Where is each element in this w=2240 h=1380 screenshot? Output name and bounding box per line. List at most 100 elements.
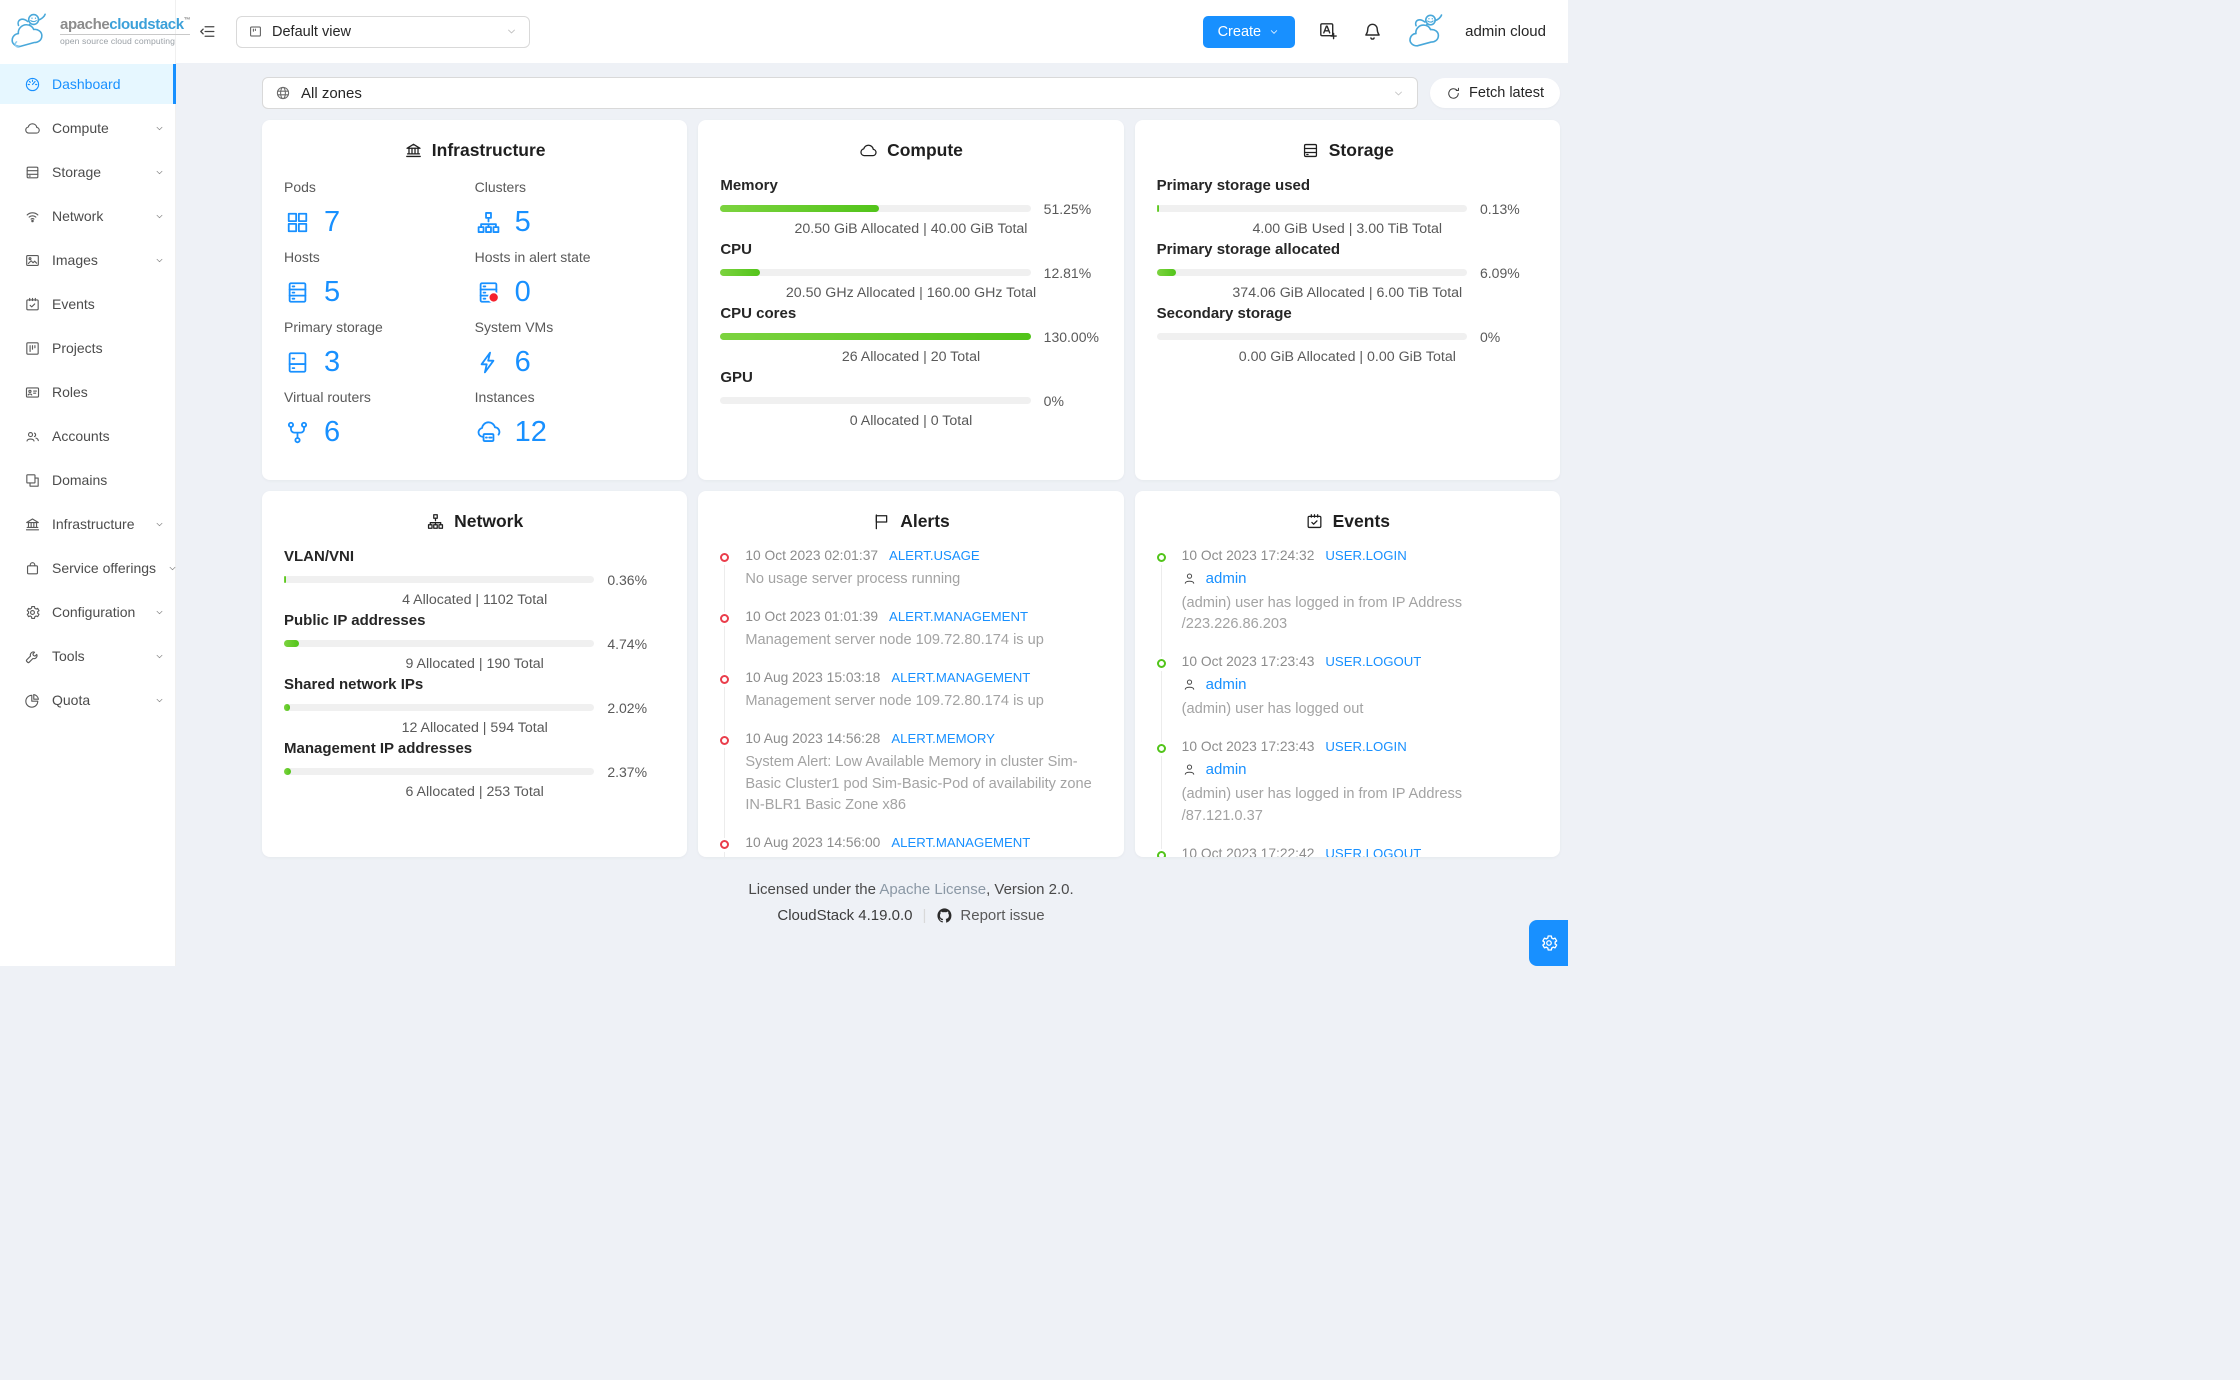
meter-detail: 20.50 GiB Allocated | 40.00 GiB Total (794, 221, 1028, 237)
alert-description: Management server node 109.72.80.174 is … (745, 693, 1044, 710)
network-card-title: Network (284, 501, 665, 544)
usage-meter: CPU cores 130.00% 26 Allocated | 20 Tota… (720, 305, 1101, 365)
alert-type-link[interactable]: ALERT.USAGE (889, 548, 980, 563)
progress-bar (1156, 269, 1467, 276)
sidebar-item[interactable]: Accounts (0, 416, 175, 456)
zone-filter-row: All zones Fetch latest (262, 77, 1560, 109)
sidebar-item-label: Accounts (52, 428, 110, 444)
event-type-link[interactable]: USER.LOGOUT (1325, 845, 1422, 857)
infra-stat[interactable]: Pods 7 (284, 179, 475, 239)
flag-icon (872, 512, 891, 531)
dashboard-grid: Infrastructure Pods 7 Clusters (262, 120, 1560, 857)
alerts-card-title: Alerts (720, 501, 1101, 544)
configuration-icon (24, 604, 41, 621)
event-type-link[interactable]: USER.LOGIN (1325, 739, 1407, 755)
github-icon (936, 907, 953, 924)
infra-stat[interactable]: Instances 12 (475, 389, 666, 449)
event-type-link[interactable]: USER.LOGOUT (1325, 654, 1422, 670)
apache-license-link[interactable]: Apache License (879, 881, 987, 898)
meter-detail: 20.50 GHz Allocated | 160.00 GHz Total (785, 285, 1037, 301)
infra-stat[interactable]: Primary storage 3 (284, 319, 475, 379)
notifications-bell-icon[interactable] (1362, 21, 1383, 42)
infra-stat[interactable]: Virtual routers 6 (284, 389, 475, 449)
progress-fill (284, 768, 292, 775)
sidebar-item-label: Quota (52, 692, 91, 708)
chevron-down-icon (154, 607, 165, 618)
event-description: (admin) user has logged out (1181, 701, 1364, 718)
brand-apache: apache (60, 16, 110, 34)
fetch-latest-label: Fetch latest (1469, 85, 1544, 101)
sidebar-item[interactable]: Quota (0, 680, 175, 720)
usage-meter: Memory 51.25% 20.50 GiB Allocated | 40.0… (720, 177, 1101, 237)
event-user-link[interactable]: admin (1205, 570, 1247, 587)
chevron-down-icon (154, 167, 165, 178)
zone-selector[interactable]: All zones (262, 77, 1419, 109)
view-selector[interactable]: Default view (236, 15, 530, 48)
alert-type-link[interactable]: ALERT.MANAGEMENT (889, 609, 1029, 625)
infra-stat[interactable]: System VMs 6 (475, 319, 666, 379)
timeline-dot (1156, 659, 1166, 669)
sidebar-item-label: Dashboard (52, 76, 121, 92)
network-icon (24, 208, 41, 225)
infra-stat[interactable]: Clusters 5 (475, 179, 666, 239)
sidebar-item[interactable]: Domains (0, 460, 175, 500)
alert-item: 10 Oct 2023 01:01:39 ALERT.MANAGEMENT Ma… (720, 609, 1101, 674)
event-description: (admin) user has logged in from IP Addre… (1181, 786, 1463, 824)
sidebar-item[interactable]: Projects (0, 328, 175, 368)
meter-percent: 51.25% (1043, 200, 1092, 217)
sidebar-item[interactable]: Images (0, 240, 175, 280)
sidebar-item[interactable]: Compute (0, 108, 175, 148)
cloud-icon (24, 120, 41, 137)
meter-label: Shared network IPs (284, 676, 424, 693)
event-user-link[interactable]: admin (1205, 761, 1247, 779)
alert-type-link[interactable]: ALERT.MEMORY (891, 731, 995, 747)
hosts-icon (284, 279, 311, 306)
sidebar-item[interactable]: Network (0, 196, 175, 236)
meter-detail: 12 Allocated | 594 Total (401, 720, 548, 736)
sidebar-item[interactable]: Events (0, 284, 175, 324)
settings-drawer-button[interactable] (1529, 920, 1568, 966)
sidebar-item-label: Infrastructure (52, 516, 135, 532)
sidebar-item[interactable]: Service offerings (0, 548, 176, 588)
event-time: 10 Oct 2023 17:24:32 (1181, 548, 1315, 563)
meter-label: CPU (720, 241, 752, 258)
sidebar-item[interactable]: Tools (0, 636, 175, 676)
bank-icon (404, 141, 423, 160)
alert-item: 10 Aug 2023 14:56:00 ALERT.MANAGEMENT (720, 835, 1101, 857)
alert-time: 10 Oct 2023 01:01:39 (745, 609, 879, 625)
user-icon (1182, 762, 1197, 777)
user-name[interactable]: admin cloud (1465, 23, 1546, 40)
cluster-icon (426, 512, 445, 531)
host-alert-icon (475, 279, 502, 306)
meter-percent: 0% (1480, 328, 1501, 345)
report-issue-link[interactable]: Report issue (936, 907, 1045, 924)
cloudstack-logo[interactable]: apachecloudstack™ open source cloud comp… (0, 0, 191, 63)
translate-icon[interactable] (1318, 21, 1339, 42)
sidebar-item-label: Compute (52, 120, 109, 136)
timeline-dot (1156, 850, 1166, 857)
sidebar-item[interactable]: Roles (0, 372, 175, 412)
event-type-link[interactable]: USER.LOGIN (1325, 548, 1407, 563)
sidebar-item[interactable]: Dashboard (0, 64, 176, 104)
fetch-latest-button[interactable]: Fetch latest (1430, 78, 1560, 108)
create-button[interactable]: Create (1202, 15, 1296, 48)
event-user-link[interactable]: admin (1205, 676, 1247, 694)
infra-stat[interactable]: Hosts 5 (284, 249, 475, 309)
alert-type-link[interactable]: ALERT.MANAGEMENT (891, 670, 1031, 686)
infra-stat-label: Virtual routers (284, 389, 371, 405)
progress-fill (284, 576, 286, 583)
alert-type-link[interactable]: ALERT.MANAGEMENT (891, 834, 1031, 850)
user-avatar[interactable] (1406, 12, 1450, 52)
meter-percent: 4.74% (607, 635, 648, 652)
infra-stat[interactable]: Hosts in alert state 0 (475, 249, 666, 309)
progress-bar (1156, 205, 1467, 212)
menu-fold-icon[interactable] (198, 22, 217, 41)
sidebar-item[interactable]: Storage (0, 152, 175, 192)
sidebar-item[interactable]: Infrastructure (0, 504, 175, 544)
user-icon (1182, 677, 1197, 692)
infra-stat-label: Pods (284, 179, 316, 195)
meter-percent: 0.36% (607, 571, 648, 588)
progress-fill (284, 640, 299, 647)
sidebar-item[interactable]: Configuration (0, 592, 175, 632)
top-bar-actions: Create admin cloud (1202, 12, 1546, 52)
